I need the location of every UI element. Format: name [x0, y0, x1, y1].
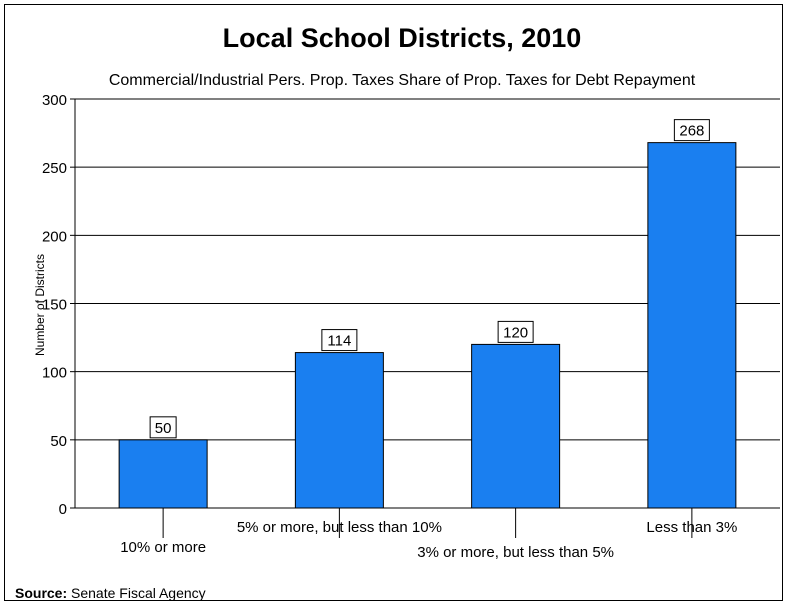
x-tick-label: Less than 3% — [646, 519, 737, 536]
bar — [471, 343, 561, 509]
x-tick-label: 3% or more, but less than 5% — [417, 544, 614, 561]
y-axis-label: Number of Districts — [33, 254, 47, 356]
y-tick-label: 200 — [42, 228, 67, 245]
source-label: Source: — [15, 585, 68, 601]
data-label: 114 — [327, 333, 351, 350]
data-label: 50 — [155, 420, 172, 437]
chart-frame: Local School Districts, 2010 Commercial/… — [4, 4, 783, 601]
data-label-box — [321, 329, 358, 352]
y-tick-label: 50 — [50, 433, 67, 450]
bar — [647, 142, 737, 509]
y-tick-label: 250 — [42, 160, 67, 177]
x-tick-labels: 10% or more 5% or more, but less than 10%… — [120, 519, 737, 561]
x-tick-label: 10% or more — [120, 539, 206, 556]
bars — [118, 142, 737, 509]
y-tick-label: 300 — [42, 92, 67, 109]
source-text: Senate Fiscal Agency — [71, 585, 206, 601]
data-label: 268 — [679, 123, 704, 140]
data-label-box — [149, 416, 177, 439]
source-note: Source: Senate Fiscal Agency — [15, 585, 206, 601]
bar — [118, 439, 208, 509]
bar — [294, 352, 384, 509]
y-axis: 0 50 100 150 200 250 300 — [42, 92, 76, 518]
bar-chart: Local School Districts, 2010 Commercial/… — [33, 23, 780, 561]
data-labels: 50 114 120 268 — [149, 119, 710, 439]
y-tick-label: 150 — [42, 297, 67, 314]
data-label: 120 — [503, 324, 528, 341]
chart-subtitle: Commercial/Industrial Pers. Prop. Taxes … — [109, 72, 696, 89]
data-label-box — [673, 119, 710, 142]
y-tick-label: 100 — [42, 365, 67, 382]
x-tick-label: 5% or more, but less than 10% — [237, 519, 442, 536]
data-label-box — [497, 320, 534, 343]
y-tick-label: 0 — [59, 501, 67, 518]
chart-title: Local School Districts, 2010 — [223, 23, 582, 53]
